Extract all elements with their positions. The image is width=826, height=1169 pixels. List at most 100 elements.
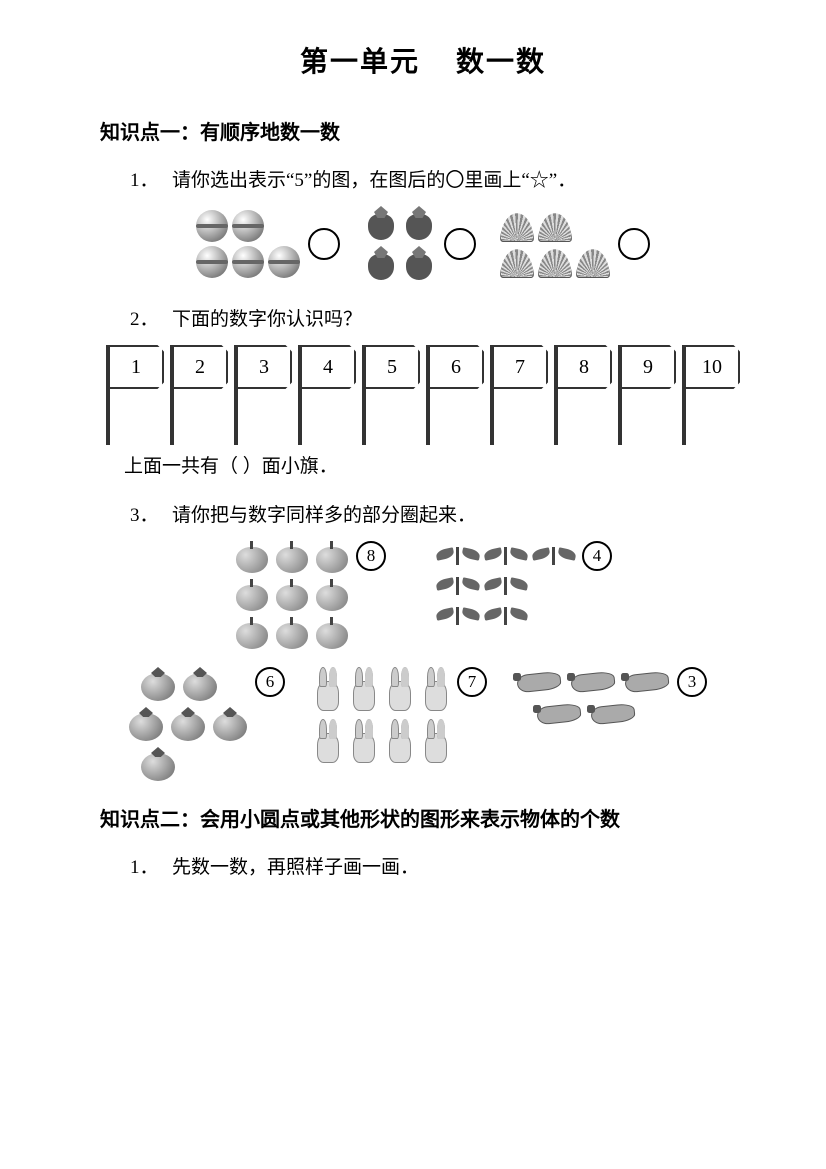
- pepper-icon: [533, 699, 583, 727]
- sprout-icon: [532, 541, 576, 567]
- flag: 7: [490, 345, 548, 445]
- bunny-icon: [419, 667, 451, 715]
- apple-icon: [274, 617, 310, 651]
- flag: 3: [234, 345, 292, 445]
- apple-icon: [234, 541, 270, 575]
- question-number: 1．: [130, 165, 172, 192]
- tomato-icon: [127, 707, 165, 743]
- title-part-1: 第一单元: [300, 47, 420, 78]
- ball-icon: [196, 210, 228, 242]
- section2-question-1: 1． 先数一数，再照样子画一画．: [130, 852, 746, 879]
- flag: 8: [554, 345, 612, 445]
- apple-icon: [234, 617, 270, 651]
- q1-group-shells: [500, 210, 650, 278]
- q3-row-2: 6 7 3: [140, 667, 706, 783]
- answer-circle[interactable]: [308, 228, 340, 260]
- apple-icon: [314, 579, 350, 613]
- q1-group-strawberries: [364, 206, 476, 282]
- count-badge: 6: [255, 667, 285, 697]
- flag-label: 8: [558, 345, 612, 389]
- bunny-icon: [311, 719, 343, 767]
- q3-group-peppers: 3: [513, 667, 707, 727]
- ball-icon: [232, 246, 264, 278]
- strawberry-icon: [402, 246, 436, 282]
- sprout-icon: [436, 601, 480, 627]
- q3-group-sprouts: 4: [436, 541, 612, 627]
- q3-illustrations: 8 4 6: [140, 541, 706, 783]
- shell-icon: [538, 210, 572, 242]
- flag-label: 3: [238, 345, 292, 389]
- ball-icon: [196, 246, 228, 278]
- bunny-icon: [347, 667, 379, 715]
- flag-label: 2: [174, 345, 228, 389]
- apple-icon: [274, 541, 310, 575]
- count-badge: 8: [356, 541, 386, 571]
- sprout-icon: [484, 601, 528, 627]
- bunny-icon: [419, 719, 451, 767]
- question-3: 3． 请你把与数字同样多的部分圈起来．: [130, 500, 746, 527]
- shell-icon: [538, 246, 572, 278]
- answer-circle[interactable]: [618, 228, 650, 260]
- flag: 6: [426, 345, 484, 445]
- question-number: 3．: [130, 500, 172, 527]
- apple-icon: [314, 541, 350, 575]
- strawberry-icon: [364, 246, 398, 282]
- section-2-heading: 知识点二：会用小圆点或其他形状的图形来表示物体的个数: [100, 803, 746, 832]
- shell-icon: [576, 246, 610, 278]
- tomato-icon: [169, 707, 207, 743]
- flag-label: 4: [302, 345, 356, 389]
- pepper-icon: [587, 699, 637, 727]
- flag-label: 5: [366, 345, 420, 389]
- question-2: 2． 下面的数字你认识吗？: [130, 304, 746, 331]
- flag: 10: [682, 345, 740, 445]
- title-part-2: 数一数: [456, 47, 546, 78]
- flag: 2: [170, 345, 228, 445]
- tomato-icon: [181, 667, 219, 703]
- flag-label: 1: [110, 345, 164, 389]
- flag-label: 10: [686, 345, 740, 389]
- ball-icon: [232, 210, 264, 242]
- tomato-icon: [139, 667, 177, 703]
- flag: 9: [618, 345, 676, 445]
- tomato-icon: [139, 747, 177, 783]
- sprout-icon: [436, 571, 480, 597]
- flag: 4: [298, 345, 356, 445]
- flag-label: 7: [494, 345, 548, 389]
- q1-group-balls: [196, 210, 340, 278]
- flag: 1: [106, 345, 164, 445]
- pepper-icon: [621, 667, 671, 695]
- question-text: 请你把与数字同样多的部分圈起来．: [172, 500, 746, 527]
- sprout-icon: [484, 541, 528, 567]
- shell-icon: [500, 210, 534, 242]
- answer-circle[interactable]: [444, 228, 476, 260]
- bunny-icon: [383, 719, 415, 767]
- q3-group-bunnies: 7: [311, 667, 487, 767]
- strawberry-icon: [364, 206, 398, 242]
- strawberry-icon: [402, 206, 436, 242]
- flag-label: 9: [622, 345, 676, 389]
- apple-icon: [314, 617, 350, 651]
- bunny-icon: [383, 667, 415, 715]
- flag-label: 6: [430, 345, 484, 389]
- ball-icon: [268, 246, 300, 278]
- flag: 5: [362, 345, 420, 445]
- pepper-icon: [513, 667, 563, 695]
- shell-icon: [500, 246, 534, 278]
- bunny-icon: [311, 667, 343, 715]
- sprout-icon: [484, 571, 528, 597]
- page-title: 第一单元 数一数: [100, 40, 746, 80]
- q2-flags: 1 2 3 4 5 6 7 8 9 10: [100, 345, 746, 445]
- question-text: 下面的数字你认识吗？: [172, 304, 746, 331]
- apple-icon: [234, 579, 270, 613]
- question-text: 先数一数，再照样子画一画．: [172, 852, 746, 879]
- count-badge: 4: [582, 541, 612, 571]
- sprout-icon: [436, 541, 480, 567]
- worksheet-page: 第一单元数一数 知识点一：有顺序地数一数 1． 请你选出表示“5”的图，在图后的…: [0, 0, 826, 1169]
- question-text: 请你选出表示“5”的图，在图后的〇里画上“☆”．: [172, 165, 746, 192]
- q3-row-1: 8 4: [140, 541, 706, 651]
- question-number: 2．: [130, 304, 172, 331]
- q1-illustrations: [100, 206, 746, 282]
- q2-caption: 上面一共有（ ）面小旗．: [124, 451, 746, 478]
- count-badge: 7: [457, 667, 487, 697]
- question-number: 1．: [130, 852, 172, 879]
